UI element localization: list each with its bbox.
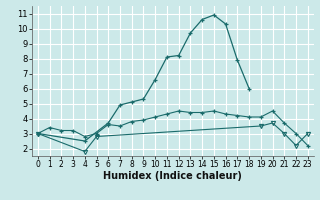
X-axis label: Humidex (Indice chaleur): Humidex (Indice chaleur)	[103, 171, 242, 181]
